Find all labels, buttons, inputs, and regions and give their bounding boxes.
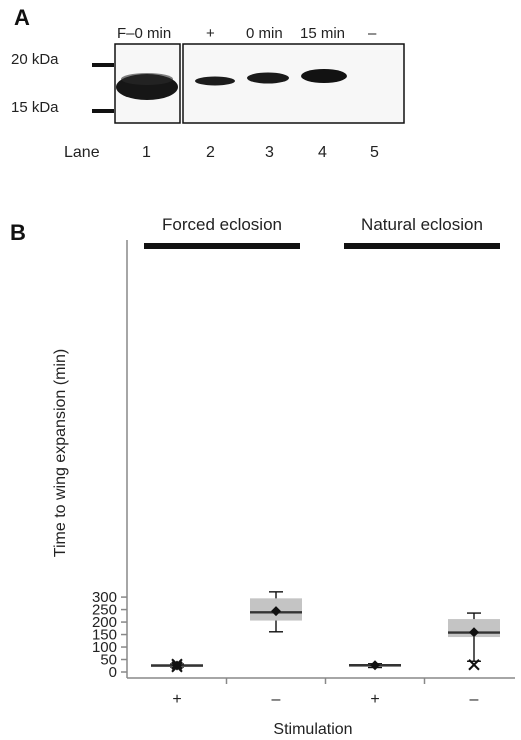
lane-header-4: 15 min bbox=[300, 25, 345, 42]
band-lane-1-smear bbox=[121, 73, 173, 85]
mean-marker bbox=[370, 660, 380, 671]
outlier-marker bbox=[468, 659, 480, 671]
lane-header-5: – bbox=[368, 25, 377, 42]
x-tick-label: + bbox=[370, 691, 379, 708]
y-tick-label: 200 bbox=[92, 614, 117, 631]
lane-header-2: + bbox=[206, 25, 215, 42]
mean-marker bbox=[271, 606, 281, 617]
lane-number-3: 3 bbox=[265, 144, 274, 161]
panel-b-label: B bbox=[10, 220, 26, 245]
marker-20kda-tick bbox=[92, 63, 114, 67]
group-bar-natural bbox=[344, 243, 500, 249]
lane-number-5: 5 bbox=[370, 144, 379, 161]
lane-header-3: 0 min bbox=[246, 25, 283, 42]
mean-marker bbox=[469, 627, 479, 638]
group-label-natural: Natural eclosion bbox=[361, 215, 483, 234]
marker-20kda-label: 20 kDa bbox=[11, 51, 59, 68]
lane-number-2: 2 bbox=[206, 144, 215, 161]
y-tick-label: 250 bbox=[92, 602, 117, 619]
x-tick-label: – bbox=[470, 691, 479, 708]
y-tick-label: 100 bbox=[92, 639, 117, 656]
y-tick-label: 50 bbox=[100, 652, 117, 669]
y-tick-label: 300 bbox=[92, 589, 117, 606]
group-bar-forced bbox=[144, 243, 300, 249]
lane-word: Lane bbox=[64, 144, 100, 161]
y-tick-label: 150 bbox=[92, 627, 117, 644]
marker-15kda-label: 15 kDa bbox=[11, 99, 59, 116]
y-axis-label: Time to wing expansion (min) bbox=[52, 349, 69, 557]
lane-number-4: 4 bbox=[318, 144, 327, 161]
marker-15kda-tick bbox=[92, 109, 114, 113]
x-tick-label: + bbox=[172, 691, 181, 708]
band-lane-3 bbox=[247, 72, 289, 84]
panel-a-label: A bbox=[14, 5, 30, 30]
lane-number-1: 1 bbox=[142, 144, 151, 161]
x-tick-label: – bbox=[272, 691, 281, 708]
outlier-marker bbox=[171, 661, 183, 673]
y-tick-label: 0 bbox=[109, 664, 117, 681]
x-axis-label: Stimulation bbox=[273, 721, 352, 738]
outlier-marker bbox=[171, 658, 183, 670]
lane-header-1: F–0 min bbox=[117, 25, 171, 42]
band-lane-4 bbox=[301, 69, 347, 83]
band-lane-2 bbox=[195, 76, 235, 86]
group-label-forced: Forced eclosion bbox=[162, 215, 282, 234]
